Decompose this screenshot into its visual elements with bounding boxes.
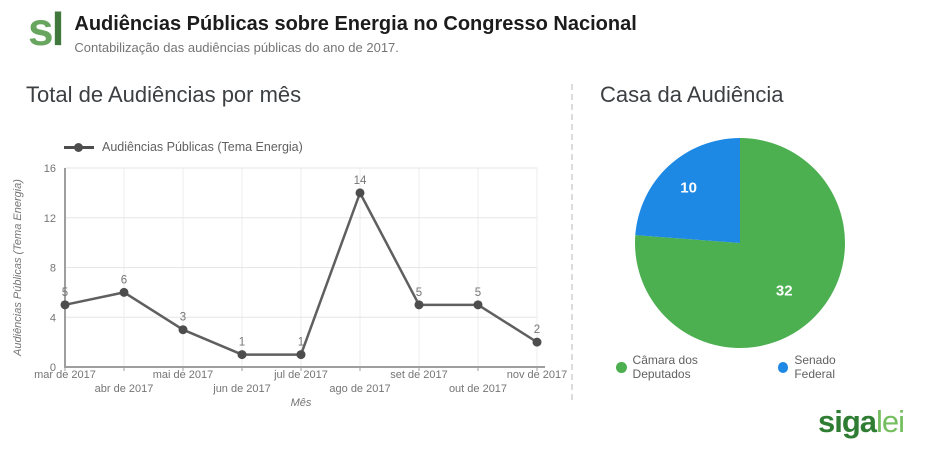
data-point-jul-de-2017[interactable]: [296, 350, 306, 360]
data-label: 5: [475, 287, 481, 299]
header: sl Audiências Públicas sobre Energia no …: [28, 4, 637, 55]
x-tick-label: out de 2017: [449, 383, 507, 395]
pie-legend-label: Câmara dos Deputados: [632, 353, 698, 381]
pie-chart: 32 10: [635, 138, 845, 348]
x-axis-title: Mês: [291, 397, 312, 409]
x-tick-label: set de 2017: [390, 369, 448, 381]
data-label: 5: [416, 287, 422, 299]
data-point-mar-de-2017[interactable]: [60, 300, 70, 310]
data-label: 14: [354, 175, 367, 187]
pie-slice-senado-federal[interactable]: [635, 138, 740, 243]
data-point-set-de-2017[interactable]: [414, 300, 424, 310]
slice-value-label: 10: [680, 180, 697, 197]
sigalei-logo-lei: lei: [876, 404, 905, 439]
sl-logo-l: l: [51, 3, 65, 55]
line-chart-title: Total de Audiências por mês: [26, 82, 302, 107]
y-tick-label: 12: [44, 213, 56, 225]
data-point-out-de-2017[interactable]: [473, 300, 483, 310]
data-label: 1: [239, 337, 245, 349]
pie-legend-item-camara: Câmara dos Deputados: [616, 353, 754, 381]
data-point-mai-de-2017[interactable]: [178, 325, 188, 335]
pie-legend-label: Senado Federal: [794, 353, 836, 381]
data-point-jun-de-2017[interactable]: [237, 350, 247, 360]
legend-dot-green-icon: [616, 361, 627, 373]
x-tick-label: mar de 2017: [34, 369, 96, 381]
sigalei-logo-siga: siga: [818, 404, 877, 439]
legend-series-label: Audiências Públicas (Tema Energia): [102, 140, 303, 154]
line-chart-legend: Audiências Públicas (Tema Energia): [64, 140, 303, 154]
data-label: 2: [534, 324, 540, 336]
x-tick-label: mai de 2017: [153, 369, 214, 381]
pie-chart-title: Casa da Audiência: [600, 82, 784, 107]
legend-line-marker-icon: [64, 142, 94, 152]
x-tick-label: nov de 2017: [507, 369, 568, 381]
data-label: 5: [62, 287, 68, 299]
x-tick-label: jun de 2017: [212, 383, 271, 395]
x-tick-label: abr de 2017: [95, 383, 154, 395]
pie-legend: Câmara dos Deputados Senado Federal: [616, 353, 876, 381]
page-subtitle: Contabilização das audiências públicas d…: [74, 40, 399, 55]
y-tick-label: 0: [50, 362, 56, 374]
y-tick-label: 16: [44, 163, 56, 175]
y-axis-title: Audiências Públicas (Tema Energia): [12, 179, 24, 357]
legend-dot-blue-icon: [777, 361, 789, 373]
slice-value-label: 32: [776, 283, 793, 300]
sl-logo: sl: [28, 3, 65, 55]
x-tick-label: jul de 2017: [273, 369, 328, 381]
data-label: 6: [121, 274, 127, 286]
data-point-abr-de-2017[interactable]: [119, 287, 129, 297]
data-label: 3: [180, 312, 186, 324]
sl-logo-s: s: [28, 3, 54, 55]
pie-legend-item-senado: Senado Federal: [777, 353, 876, 381]
data-label: 1: [298, 337, 304, 349]
y-tick-label: 8: [50, 263, 56, 275]
y-tick-label: 4: [50, 312, 56, 324]
page-title: Audiências Públicas sobre Energia no Con…: [74, 13, 637, 35]
x-tick-label: ago de 2017: [329, 383, 390, 395]
data-point-ago-de-2017[interactable]: [355, 188, 365, 198]
sigalei-logo: sigalei: [818, 404, 905, 440]
section-divider: [571, 84, 573, 400]
header-text: Audiências Públicas sobre Energia no Con…: [74, 4, 636, 55]
data-point-nov-de-2017[interactable]: [532, 337, 542, 347]
